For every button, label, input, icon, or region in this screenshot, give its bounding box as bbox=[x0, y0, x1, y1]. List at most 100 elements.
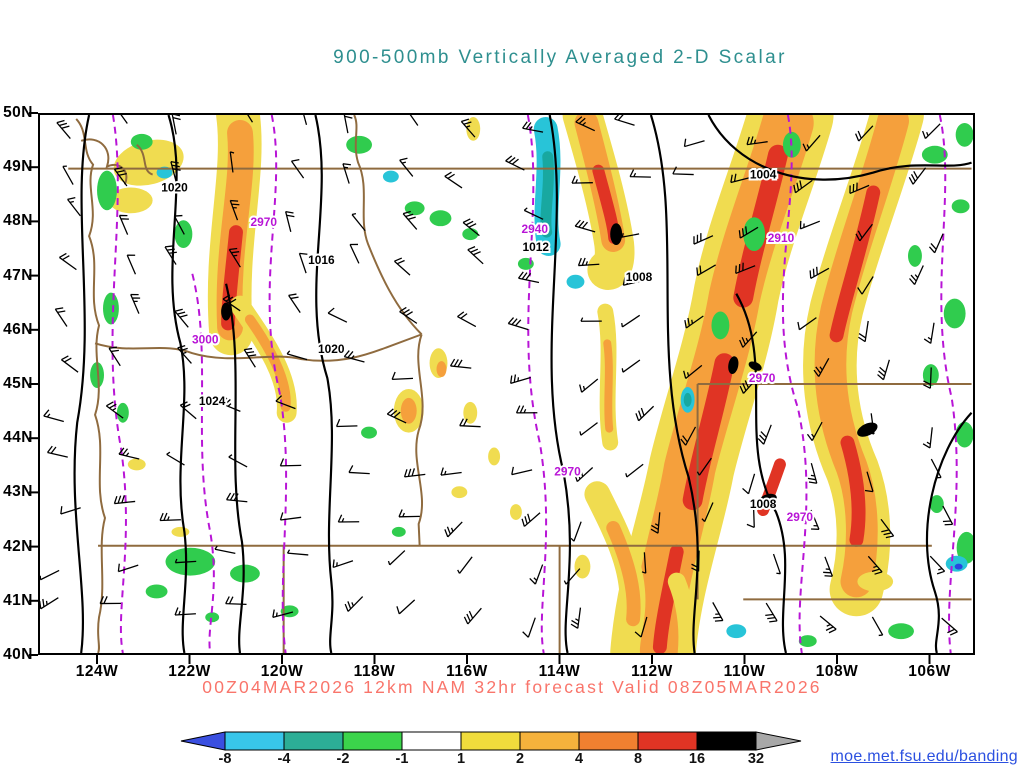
wind-barb bbox=[517, 271, 540, 284]
wind-barb bbox=[303, 115, 308, 125]
wind-barb bbox=[739, 331, 758, 348]
wind-barb bbox=[909, 265, 924, 285]
colorbar-cell bbox=[578, 731, 639, 751]
wind-barb bbox=[819, 615, 837, 634]
wind-barb bbox=[61, 355, 79, 373]
wind-barb bbox=[120, 115, 128, 124]
wind-barb bbox=[928, 233, 944, 254]
wind-barb bbox=[746, 136, 768, 146]
wind-barb bbox=[793, 179, 813, 194]
lat-tick-label: 49N bbox=[3, 158, 33, 176]
colorbar-cell bbox=[224, 731, 285, 751]
wind-barb bbox=[440, 467, 462, 476]
contour-label: 1020 bbox=[161, 180, 188, 194]
map-canvas: 1020 2970 1016 2940 1012 1008 1004 2910 3000 1020… bbox=[40, 115, 973, 653]
wind-barb bbox=[387, 550, 406, 566]
wind-barb bbox=[279, 512, 302, 521]
colorbar-svg bbox=[180, 731, 802, 751]
wind-barb bbox=[403, 468, 426, 478]
contour-label: 1016 bbox=[308, 253, 335, 267]
wind-barb bbox=[290, 159, 305, 179]
wind-barb bbox=[62, 165, 74, 185]
wind-barb bbox=[118, 214, 129, 235]
wind-barb bbox=[735, 262, 756, 275]
wind-barb bbox=[391, 371, 414, 380]
wind-barb bbox=[772, 553, 781, 575]
wind-barb bbox=[394, 257, 411, 276]
wind-barb bbox=[877, 359, 890, 381]
wind-barb bbox=[614, 115, 635, 126]
wind-barb bbox=[579, 422, 598, 436]
wind-barb bbox=[880, 518, 895, 539]
frontogenesis-max-spot bbox=[728, 356, 739, 374]
wind-barb bbox=[275, 395, 296, 410]
wind-barb bbox=[622, 276, 644, 286]
wind-barb bbox=[621, 314, 641, 328]
credit-link[interactable]: moe.met.fsu.edu/banding bbox=[830, 748, 1018, 765]
wind-barb bbox=[571, 175, 593, 184]
wind-barb bbox=[507, 317, 529, 331]
wind-barb bbox=[444, 521, 463, 538]
colorbar-tick-label: -4 bbox=[277, 751, 291, 767]
wind-barb bbox=[462, 218, 480, 237]
wind-barb bbox=[327, 307, 348, 323]
wind-barb bbox=[746, 506, 755, 529]
wind-barb bbox=[930, 458, 942, 479]
wind-barb bbox=[343, 350, 365, 363]
wind-barb bbox=[348, 465, 370, 475]
wind-barb bbox=[67, 196, 81, 217]
wind-barb bbox=[222, 294, 241, 312]
wind-barb bbox=[855, 125, 874, 142]
wind-barb bbox=[225, 596, 247, 606]
wind-barb bbox=[286, 350, 308, 361]
wind-barb bbox=[59, 252, 77, 271]
wind-barb bbox=[349, 243, 360, 264]
wind-barb bbox=[522, 617, 536, 638]
wind-barb bbox=[511, 466, 533, 476]
contour-label: 1024 bbox=[199, 394, 226, 408]
map-plot-area: 1020 2970 1016 2940 1012 1008 1004 2910 3000 1020… bbox=[38, 113, 975, 655]
colorbar-right-arrow bbox=[755, 731, 802, 751]
wind-barb bbox=[226, 492, 248, 503]
wind-barb bbox=[113, 495, 136, 505]
lat-tick-label: 45N bbox=[3, 375, 33, 392]
wind-barb bbox=[342, 163, 351, 184]
wind-barb bbox=[923, 367, 932, 389]
lat-tick-label: 40N bbox=[3, 646, 33, 663]
wind-barb bbox=[807, 463, 818, 484]
wind-barbs bbox=[40, 115, 958, 638]
wind-barb bbox=[683, 138, 705, 148]
wind-barb bbox=[288, 293, 301, 313]
wind-barb bbox=[229, 151, 235, 173]
wind-barb bbox=[929, 555, 946, 575]
wind-barb bbox=[813, 357, 830, 377]
wind-barb bbox=[510, 374, 531, 385]
contour-label: 1008 bbox=[750, 497, 777, 511]
wind-barb bbox=[577, 257, 600, 267]
wind-barb bbox=[908, 167, 927, 185]
wind-barb bbox=[941, 617, 958, 636]
wind-barb bbox=[570, 521, 582, 542]
wind-barb bbox=[170, 161, 181, 182]
wind-barb bbox=[849, 182, 870, 195]
wind-barb bbox=[46, 445, 68, 458]
wind-barb bbox=[866, 413, 875, 435]
contour-label: 2910 bbox=[768, 231, 795, 245]
wind-barb bbox=[386, 408, 407, 424]
colorbar-tick-label: 4 bbox=[574, 751, 584, 767]
wind-barb bbox=[108, 346, 121, 367]
wind-barb bbox=[40, 569, 60, 581]
wind-barb bbox=[174, 308, 189, 328]
wind-barb bbox=[523, 207, 544, 220]
title-line-1: 900-500mb Vertically Averaged 2-D Scalar bbox=[333, 47, 787, 69]
wind-barb bbox=[286, 549, 309, 556]
wind-barb bbox=[179, 401, 197, 420]
colorbar-tick-label: 1 bbox=[456, 751, 466, 767]
wind-barb bbox=[522, 121, 544, 133]
wind-barb bbox=[621, 359, 641, 373]
wind-barb bbox=[515, 405, 538, 414]
wind-barb bbox=[457, 311, 477, 328]
contour-labels: 1020 2970 1016 2940 1012 1008 1004 2910 3000 1020… bbox=[159, 166, 815, 526]
lat-tick-label: 47N bbox=[3, 266, 33, 284]
